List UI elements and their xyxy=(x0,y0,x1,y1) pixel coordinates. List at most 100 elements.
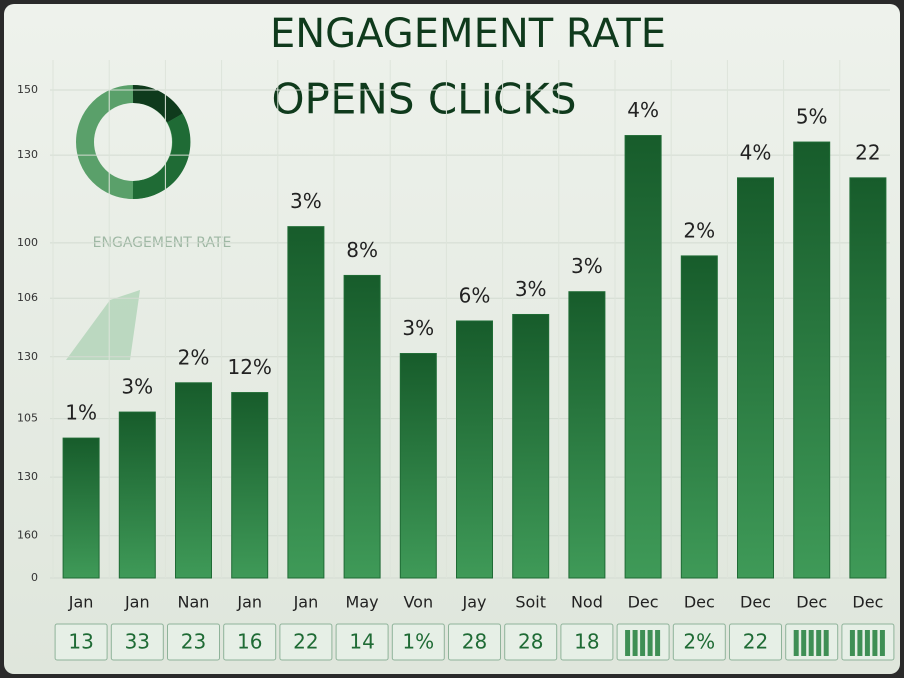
footer-label: 2% xyxy=(683,630,715,654)
footer-box xyxy=(448,623,501,661)
x-tick-label: Nod xyxy=(571,593,603,612)
y-tick-label: 105 xyxy=(17,412,38,425)
footer-box xyxy=(110,623,164,661)
donut-slice xyxy=(132,113,191,200)
bar xyxy=(512,313,550,579)
footer-box xyxy=(54,623,108,661)
x-tick-label: Nan xyxy=(178,593,210,612)
y-tick-label: 130 xyxy=(17,350,38,363)
bar-label: 5% xyxy=(796,105,828,129)
x-tick-label: Jan xyxy=(236,593,262,612)
donut-slice xyxy=(132,84,183,123)
bar xyxy=(624,135,662,579)
bar xyxy=(399,353,437,579)
bar-label: 3% xyxy=(121,375,153,399)
footer-icon xyxy=(872,630,878,656)
bar-label: 12% xyxy=(227,355,271,379)
footer-icon xyxy=(801,630,807,656)
footer-box xyxy=(335,623,389,661)
footer-icon xyxy=(849,630,855,656)
y-tick-label: 100 xyxy=(17,236,38,249)
bar-label: 22 xyxy=(855,140,880,164)
bar-label: 3% xyxy=(402,316,434,340)
y-tick-label: 106 xyxy=(17,291,38,304)
footer-box xyxy=(504,623,558,661)
footer-icon xyxy=(816,630,822,656)
footer-icon xyxy=(625,630,631,656)
footer-icon xyxy=(655,630,661,656)
bar xyxy=(849,177,887,579)
bar-label: 4% xyxy=(740,140,772,164)
bar xyxy=(175,382,212,579)
bar xyxy=(343,274,381,579)
footer-label: 28 xyxy=(462,630,487,654)
bar xyxy=(287,226,325,579)
bar-label: 3% xyxy=(290,189,322,213)
bar xyxy=(737,177,774,579)
bar xyxy=(680,255,718,579)
footer-icon xyxy=(808,630,814,656)
bar xyxy=(118,411,156,579)
x-tick-label: Dec xyxy=(740,593,771,612)
y-tick-label: 130 xyxy=(17,148,38,161)
footer-icon xyxy=(632,630,638,656)
x-tick-label: Jan xyxy=(124,593,150,612)
panel xyxy=(4,4,900,674)
bar xyxy=(231,392,269,579)
footer-box xyxy=(560,623,614,661)
footer-label: 28 xyxy=(518,630,543,654)
footer-box xyxy=(223,623,277,661)
chart-subtitle: OPENS CLICKS xyxy=(272,75,577,124)
footer-icon xyxy=(879,630,885,656)
chart-title: ENGAGEMENT RATE xyxy=(270,11,666,57)
footer-icon xyxy=(864,630,870,656)
bar-label: 4% xyxy=(627,98,659,122)
y-tick-label: 150 xyxy=(17,83,38,96)
footer-box xyxy=(279,623,333,661)
bar xyxy=(793,141,831,579)
x-tick-label: Soit xyxy=(515,593,546,612)
y-tick-label: 130 xyxy=(17,470,38,483)
y-tick-label: 160 xyxy=(17,529,38,542)
bar-label: 8% xyxy=(346,238,378,262)
footer-label: 18 xyxy=(574,630,599,654)
footer-icon xyxy=(857,630,863,656)
footer-icon xyxy=(647,630,653,656)
x-tick-label: Dec xyxy=(796,593,827,612)
bar xyxy=(568,291,606,579)
bar xyxy=(62,437,100,579)
x-tick-label: Von xyxy=(403,593,433,612)
bar-label: 2% xyxy=(683,218,715,242)
x-tick-label: Dec xyxy=(852,593,883,612)
bar-label: 3% xyxy=(571,254,603,278)
footer-icon xyxy=(823,630,829,656)
x-tick-label: Dec xyxy=(628,593,659,612)
footer-box xyxy=(672,623,726,661)
footer-label: 13 xyxy=(68,630,93,654)
x-tick-label: Dec xyxy=(684,593,715,612)
x-tick-label: Jan xyxy=(68,593,94,612)
footer-label: 14 xyxy=(349,630,374,654)
footer-box xyxy=(729,623,782,661)
footer-label: 33 xyxy=(125,630,150,654)
x-tick-label: May xyxy=(346,593,379,612)
bar-label: 6% xyxy=(459,283,491,307)
bar-label: 1% xyxy=(65,401,97,425)
x-tick-label: Jan xyxy=(293,593,319,612)
footer-label: 22 xyxy=(293,630,318,654)
footer-icon xyxy=(640,630,646,656)
footer-label: 1% xyxy=(402,630,434,654)
bar-label: 2% xyxy=(178,345,210,369)
footer-label: 23 xyxy=(181,630,206,654)
footer-label: 16 xyxy=(237,630,262,654)
y-tick-label: 0 xyxy=(31,571,38,584)
donut xyxy=(76,84,191,200)
footer-label: 22 xyxy=(743,630,768,654)
footer-box xyxy=(167,623,220,661)
footer-icon xyxy=(793,630,799,656)
bar-label: 3% xyxy=(515,277,547,301)
x-tick-label: Jay xyxy=(462,593,487,612)
decoration xyxy=(66,290,140,360)
